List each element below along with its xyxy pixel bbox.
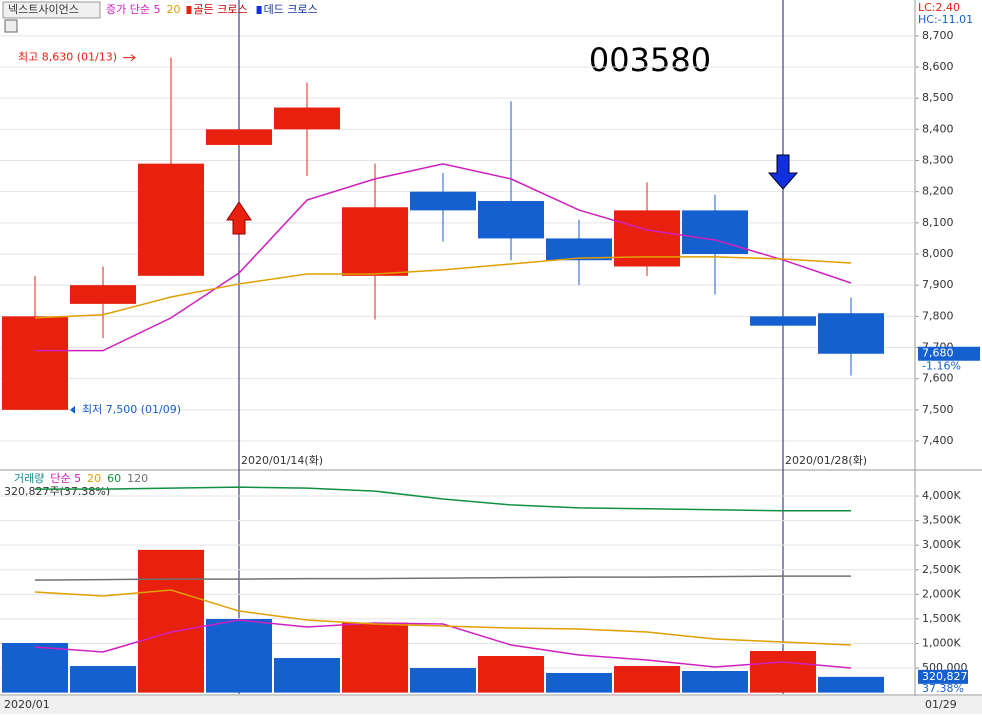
ratio-label: 37.38% xyxy=(922,682,964,695)
candle-body xyxy=(546,238,612,261)
legend-entry: 단순 5 xyxy=(50,472,81,485)
legend-entry: 증가 단순 5 xyxy=(106,3,160,16)
y-tick-label: 8,400 xyxy=(922,122,954,135)
legend-swatch xyxy=(256,6,262,14)
y-tick-label: 8,300 xyxy=(922,154,954,167)
note-arrow xyxy=(70,405,75,414)
y-tick-label: 7,800 xyxy=(922,309,954,322)
low-note: 최저 7,500 (01/09) xyxy=(82,403,181,416)
y-tick-label: 1,000K xyxy=(922,636,961,649)
volume-bar xyxy=(546,672,612,693)
volume-bar xyxy=(70,666,136,693)
volume-bar xyxy=(478,656,544,693)
legend-entry: 거래량 xyxy=(14,472,44,485)
y-tick-label: 8,200 xyxy=(922,185,954,198)
y-tick-label: 7,900 xyxy=(922,278,954,291)
y-tick-label: 7,600 xyxy=(922,372,954,385)
volume-info: 320,827주(37.38%) xyxy=(4,485,110,498)
last-price-box xyxy=(918,346,980,361)
last-price: 7,680 xyxy=(922,347,954,360)
y-tick-label: 4,000K xyxy=(922,489,961,502)
y-tick-label: 8,100 xyxy=(922,216,954,229)
candle-body xyxy=(750,316,816,326)
candle-body xyxy=(614,210,680,267)
volume-bar xyxy=(682,670,748,693)
volume-bar xyxy=(274,658,340,693)
candle-body xyxy=(410,191,476,211)
legend-entry: 20 xyxy=(87,472,101,485)
moving-average xyxy=(34,256,852,319)
lc-label: LC:2.40 xyxy=(918,1,960,14)
y-tick-label: 2,500K xyxy=(922,563,961,576)
candle-body xyxy=(274,107,340,130)
legend-entry: 20 xyxy=(166,3,180,16)
date-marker-label: 2020/01/14(화) xyxy=(241,454,323,467)
y-tick-label: 7,500 xyxy=(922,403,954,416)
volume-bar xyxy=(342,622,408,693)
y-tick-label: 7,400 xyxy=(922,434,954,447)
candle-body xyxy=(206,129,272,145)
volume-bar xyxy=(614,666,680,693)
moving-average xyxy=(34,619,852,669)
legend-entry: 120 xyxy=(127,472,148,485)
high-note: 최고 8,630 (01/13) xyxy=(18,51,117,64)
candle-body xyxy=(70,285,136,304)
volume-bar xyxy=(138,549,204,693)
candle-body xyxy=(2,316,68,410)
candle-body xyxy=(818,313,884,354)
volume-bar xyxy=(410,668,476,693)
y-tick-label: 8,700 xyxy=(922,29,954,42)
y-tick-label: 8,500 xyxy=(922,91,954,104)
note-arrow xyxy=(123,54,136,62)
moving-average xyxy=(34,575,851,581)
date-label: 2020/01 xyxy=(4,698,50,711)
y-tick-label: 2,000K xyxy=(922,587,961,600)
volume-bar xyxy=(750,650,816,693)
moving-average xyxy=(35,163,852,352)
y-tick-label: 8,000 xyxy=(922,247,954,260)
legend-entry: 60 xyxy=(107,472,121,485)
moving-average xyxy=(35,486,851,512)
y-tick-label: 3,500K xyxy=(922,514,961,527)
legend-swatch xyxy=(186,6,192,14)
stock-name-box[interactable] xyxy=(2,1,101,19)
last-volume: 320,827 xyxy=(922,670,968,683)
candle-body xyxy=(342,207,408,276)
candle-body xyxy=(478,201,544,239)
volume-bar xyxy=(2,642,68,693)
y-tick-label: 8,600 xyxy=(922,60,954,73)
stock-code: 003580 xyxy=(589,41,711,79)
y-tick-label: 1,500K xyxy=(922,612,961,625)
candle-body xyxy=(138,163,204,276)
grid-icon[interactable] xyxy=(4,19,18,33)
volume-bar xyxy=(818,676,884,693)
last-volume-box xyxy=(918,669,968,684)
date-bar xyxy=(0,696,982,714)
signal-arrow xyxy=(767,154,799,190)
date-label: 01/29 xyxy=(925,698,957,711)
y-tick-label: 3,000K xyxy=(922,538,961,551)
date-marker-label: 2020/01/28(화) xyxy=(785,454,867,467)
change-label: -1.16% xyxy=(922,360,961,373)
legend-entry: 데드 크로스 xyxy=(264,3,318,16)
moving-average xyxy=(34,589,852,646)
signal-arrow xyxy=(226,201,252,235)
legend-entry: 골든 크로스 xyxy=(193,3,247,16)
volume-bar xyxy=(206,619,272,693)
stock-name: 넥스트사이언스 xyxy=(8,3,79,16)
hc-label: HC:-11.01 xyxy=(918,13,973,26)
